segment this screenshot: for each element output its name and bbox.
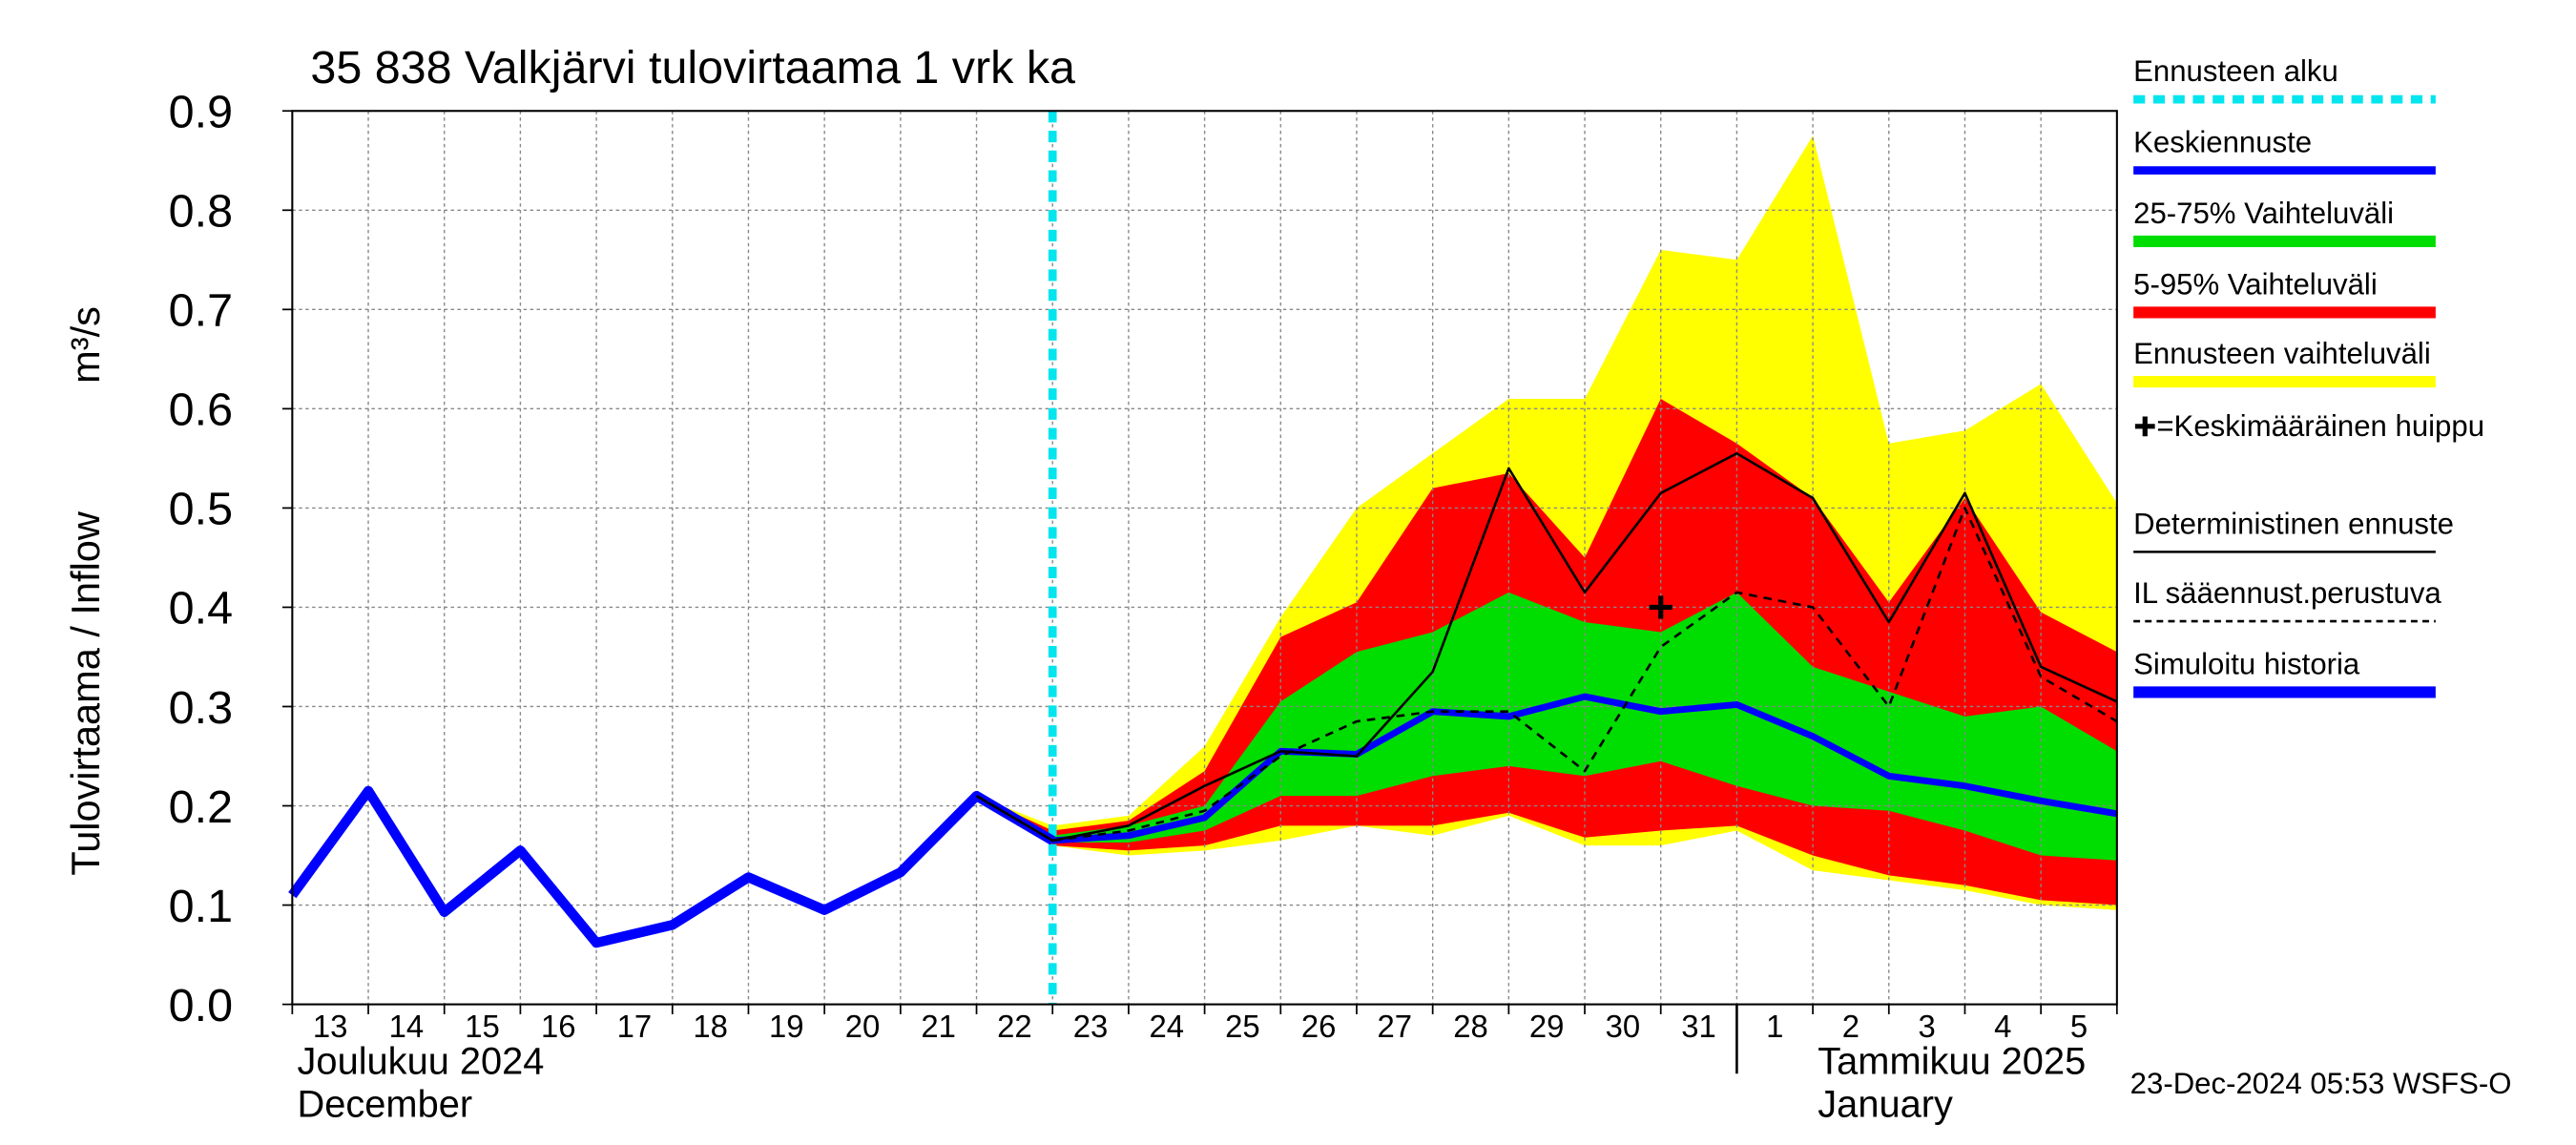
y-axis-label: Tulovirtaama / Inflow [63, 510, 108, 875]
y-tick-label: 0.4 [169, 583, 233, 635]
x-tick-label: 20 [845, 1009, 881, 1044]
x-tick-label: 3 [1918, 1009, 1935, 1044]
x-tick-label: 1 [1766, 1009, 1783, 1044]
x-tick-label: 22 [997, 1009, 1032, 1044]
legend-label: 25-75% Vaihteluväli [2133, 197, 2394, 230]
y-tick-label: 0.6 [169, 385, 233, 436]
legend-label: =Keskimääräinen huippu [2156, 409, 2484, 443]
peak-marker [1649, 595, 1672, 619]
y-tick-label: 0.5 [169, 484, 233, 535]
series-line [975, 451, 2118, 843]
legend-label: Ennusteen vaihteluväli [2133, 337, 2431, 370]
x-tick-label: 24 [1149, 1009, 1184, 1044]
x-tick-label: 25 [1225, 1009, 1260, 1044]
x-tick-label: 19 [769, 1009, 804, 1044]
x-tick-label: 29 [1529, 1009, 1565, 1044]
y-tick-label: 0.7 [169, 285, 233, 337]
legend-label: IL sääennust.perustuva [2133, 576, 2441, 610]
x-tick-label: 27 [1378, 1009, 1413, 1044]
x-tick-label: 30 [1606, 1009, 1641, 1044]
legend-label: Ennusteen alku [2133, 54, 2338, 88]
series-line [974, 693, 2118, 844]
x-tick-label: 5 [2070, 1009, 2088, 1044]
band-area [976, 592, 2117, 861]
x-tick-label: 4 [1994, 1009, 2011, 1044]
y-tick-label: 0.2 [169, 781, 233, 833]
month-label: Joulukuu 2024 [298, 1040, 545, 1082]
month-label: December [298, 1083, 473, 1125]
x-tick-label: 15 [465, 1009, 500, 1044]
series-line [288, 785, 1055, 948]
month-label: Tammikuu 2025 [1818, 1040, 2086, 1082]
legend-peak-symbol [2134, 416, 2155, 437]
chart-title: 35 838 Valkjärvi tulovirtaama 1 vrk ka [310, 42, 1075, 94]
x-tick-label: 2 [1842, 1009, 1859, 1044]
y-tick-label: 0.3 [169, 682, 233, 734]
y-tick-label: 0.9 [169, 87, 233, 138]
x-tick-label: 18 [693, 1009, 728, 1044]
x-tick-label: 28 [1453, 1009, 1488, 1044]
x-tick-label: 16 [541, 1009, 576, 1044]
legend-label: Deterministinen ennuste [2133, 507, 2454, 540]
legend-label: 5-95% Vaihteluväli [2133, 267, 2378, 301]
x-tick-label: 14 [389, 1009, 425, 1044]
y-tick-label: 0.1 [169, 881, 233, 932]
x-tick-label: 21 [921, 1009, 956, 1044]
x-tick-label: 23 [1073, 1009, 1109, 1044]
y-tick-label: 0.0 [169, 980, 233, 1031]
plot-frame [291, 110, 2118, 1006]
x-tick-label: 13 [313, 1009, 348, 1044]
footer: 23-Dec-2024 05:53 WSFS-O [2130, 1067, 2512, 1100]
y-tick-label: 0.8 [169, 186, 233, 238]
x-tick-label: 31 [1681, 1009, 1716, 1044]
legend-label: Keskiennuste [2133, 126, 2312, 159]
y-axis-unit: m³/s [63, 306, 108, 384]
month-label: January [1818, 1083, 1953, 1125]
x-tick-label: 26 [1301, 1009, 1337, 1044]
x-tick-label: 17 [617, 1009, 653, 1044]
legend-label: Simuloitu historia [2133, 647, 2360, 680]
